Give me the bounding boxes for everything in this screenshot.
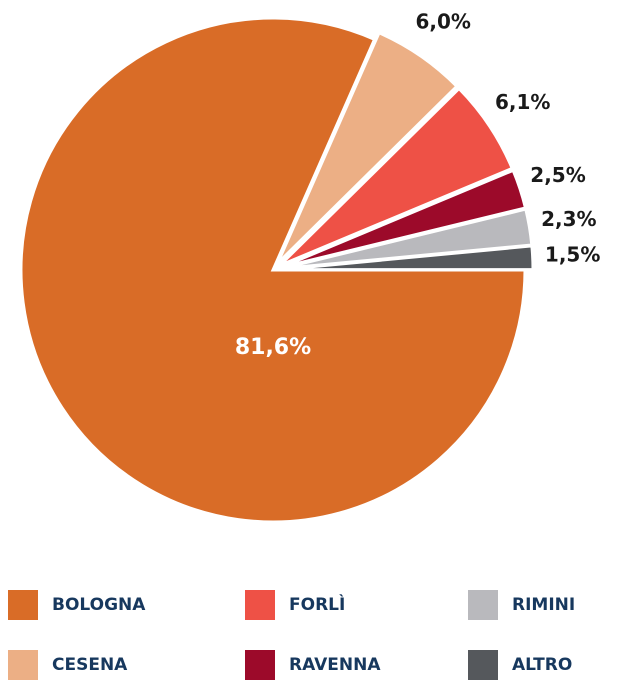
legend-swatch bbox=[245, 590, 275, 620]
data-label: 2,3% bbox=[541, 207, 596, 231]
legend-label: RAVENNA bbox=[289, 655, 381, 675]
legend-label: ALTRO bbox=[512, 655, 572, 675]
legend-swatch bbox=[8, 590, 38, 620]
pie-slice bbox=[276, 30, 459, 265]
data-label: 6,0% bbox=[415, 9, 470, 33]
legend-swatch bbox=[8, 650, 38, 680]
data-label: 81,6% bbox=[235, 335, 311, 360]
legend-swatch bbox=[468, 650, 498, 680]
legend-swatch bbox=[245, 650, 275, 680]
pie-slice bbox=[19, 16, 527, 524]
pie-slice bbox=[280, 244, 535, 272]
data-label: 1,5% bbox=[545, 242, 600, 266]
legend-label: CESENA bbox=[52, 655, 128, 675]
legend-label: BOLOGNA bbox=[52, 595, 146, 615]
data-label: 2,5% bbox=[530, 163, 585, 187]
data-label: 6,1% bbox=[495, 90, 550, 114]
legend-swatch bbox=[468, 590, 498, 620]
legend-label: RIMINI bbox=[512, 595, 575, 615]
pie-slice bbox=[278, 86, 515, 267]
legend-label: FORLÌ bbox=[289, 593, 345, 615]
